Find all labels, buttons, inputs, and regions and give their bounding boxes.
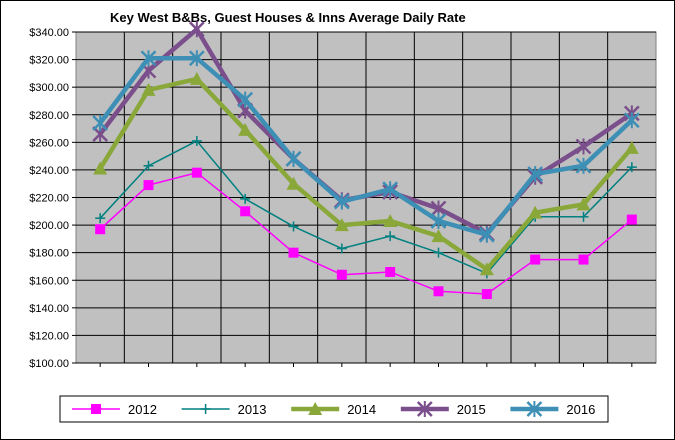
y-tick-label: $300.00: [29, 82, 69, 94]
y-tick-label: $240.00: [29, 165, 69, 177]
data-point-2012: [433, 286, 444, 297]
y-tick-label: $140.00: [29, 303, 69, 315]
data-point-2013: [143, 160, 154, 171]
data-point-2012: [481, 289, 492, 300]
data-point-2014: [383, 213, 398, 227]
data-point-2016: [92, 115, 109, 132]
data-point-2016: [285, 150, 302, 167]
data-point-2016: [478, 226, 495, 243]
legend-label: 2013: [238, 402, 267, 417]
x-tick-label: October: [531, 368, 541, 400]
y-tick-label: $320.00: [29, 55, 69, 67]
data-point-2016: [333, 193, 350, 210]
data-point-2016: [382, 181, 399, 198]
data-point-2016: [237, 91, 254, 108]
data-point-2012: [143, 180, 154, 191]
data-point-2014: [528, 205, 543, 219]
data-point-2013: [433, 247, 444, 258]
data-point-2014: [189, 71, 204, 85]
data-point-2012: [578, 254, 589, 265]
data-point-2014: [479, 262, 494, 276]
data-point-2014: [141, 82, 156, 96]
data-point-2014: [238, 122, 253, 136]
chart-title: Key West B&Bs, Guest Houses & Inns Avera…: [110, 10, 466, 25]
x-tick-label: March: [193, 368, 203, 394]
data-point-2012: [288, 247, 299, 258]
data-point-2016: [140, 50, 157, 67]
series-line-2016: [98, 55, 634, 237]
y-tick-label: $340.00: [29, 27, 69, 39]
y-tick-label: $180.00: [29, 248, 69, 260]
data-point-2016: [527, 166, 544, 183]
legend-label: 2016: [566, 402, 595, 417]
y-tick-label: $220.00: [29, 193, 69, 205]
y-tick-label: $100.00: [29, 358, 69, 370]
x-tick-label: July: [386, 368, 396, 385]
y-tick-label: $260.00: [29, 137, 69, 149]
data-point-2016: [188, 50, 205, 67]
y-tick-label: $160.00: [29, 275, 69, 287]
series-line-2013: [99, 140, 633, 275]
data-point-2015: [575, 138, 592, 155]
data-point-2013: [336, 243, 347, 254]
x-tick-label: May: [290, 368, 300, 386]
data-point-2013: [385, 231, 396, 242]
data-point-2012: [240, 206, 251, 217]
data-point-2016: [575, 157, 592, 174]
x-tick-label: January: [96, 368, 106, 401]
legend-marker: [200, 404, 211, 414]
data-point-2012: [191, 167, 202, 178]
legend-marker: [526, 401, 543, 417]
x-tick-label: April: [241, 368, 251, 389]
data-point-2012: [626, 214, 637, 225]
data-point-2013: [191, 135, 202, 146]
data-point-2014: [334, 218, 349, 232]
y-tick-label: $200.00: [29, 220, 69, 232]
data-point-2014: [431, 229, 446, 243]
legend-label: 2015: [457, 402, 486, 417]
legend-marker: [91, 404, 101, 414]
data-point-2015: [188, 21, 205, 38]
data-point-2013: [95, 213, 106, 224]
data-point-2014: [576, 197, 591, 211]
data-point-2014: [93, 161, 108, 175]
data-point-2016: [623, 112, 640, 129]
data-point-2013: [288, 221, 299, 232]
y-tick-label: $120.00: [29, 330, 69, 342]
legend-label: 2012: [128, 402, 157, 417]
x-tick-label: June: [338, 368, 348, 387]
x-tick-label: December: [628, 368, 638, 407]
data-point-2014: [286, 176, 301, 190]
data-point-2012: [530, 254, 541, 265]
data-point-2012: [385, 266, 396, 277]
legend-marker: [308, 402, 323, 415]
data-point-2012: [336, 269, 347, 280]
series-line-2012: [99, 171, 633, 295]
series-line-2014: [98, 76, 634, 272]
data-point-2013: [240, 193, 251, 204]
legend-marker: [416, 401, 433, 417]
data-point-2014: [624, 140, 639, 154]
data-point-2012: [95, 224, 106, 235]
data-point-2016: [430, 212, 447, 229]
data-point-2013: [578, 211, 589, 222]
legend-label: 2014: [347, 402, 376, 417]
y-tick-label: $280.00: [29, 110, 69, 122]
x-tick-label: August: [435, 368, 445, 396]
data-point-2013: [626, 162, 637, 173]
